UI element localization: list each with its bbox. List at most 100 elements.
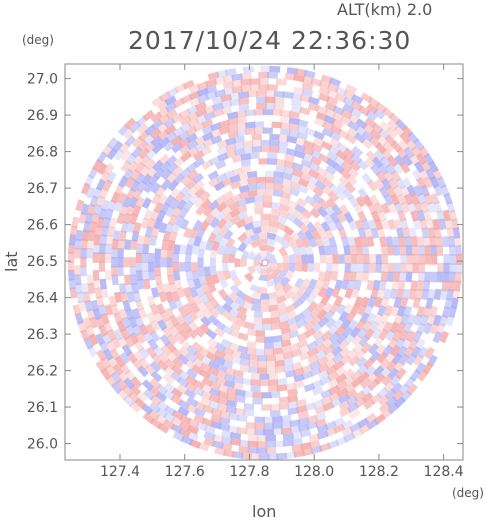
negative-cell bbox=[230, 356, 242, 365]
positive-cell bbox=[229, 180, 241, 190]
positive-cell bbox=[283, 160, 295, 169]
negative-cell bbox=[292, 162, 304, 172]
positive-cell bbox=[265, 90, 276, 97]
positive-cell bbox=[138, 357, 151, 370]
positive-cell bbox=[312, 186, 325, 197]
negative-cell bbox=[448, 271, 456, 283]
positive-cell bbox=[99, 170, 111, 184]
positive-cell bbox=[123, 257, 130, 268]
positive-cell bbox=[146, 311, 157, 324]
positive-cell bbox=[110, 304, 120, 316]
negative-cell bbox=[242, 66, 254, 74]
negative-cell bbox=[314, 411, 327, 421]
negative-cell bbox=[350, 262, 358, 273]
positive-cell bbox=[419, 218, 428, 231]
positive-cell bbox=[258, 84, 269, 91]
positive-cell bbox=[100, 312, 110, 325]
positive-cell bbox=[218, 126, 231, 135]
positive-cell bbox=[376, 320, 387, 333]
positive-cell bbox=[424, 253, 432, 265]
y-tick-label: 26.0 bbox=[27, 437, 58, 453]
positive-cell bbox=[144, 364, 157, 377]
positive-cell bbox=[398, 236, 406, 248]
positive-cell bbox=[162, 283, 171, 294]
positive-cell bbox=[380, 245, 388, 256]
positive-cell bbox=[171, 206, 182, 218]
positive-cell bbox=[380, 202, 391, 215]
positive-cell bbox=[378, 328, 389, 341]
negative-cell bbox=[250, 385, 261, 393]
negative-cell bbox=[286, 316, 298, 327]
negative-cell bbox=[273, 177, 284, 185]
negative-cell bbox=[429, 176, 440, 189]
positive-cell bbox=[255, 330, 265, 337]
negative-cell bbox=[378, 280, 387, 291]
positive-cell bbox=[293, 449, 306, 458]
positive-cell bbox=[431, 253, 438, 265]
positive-cell bbox=[94, 225, 103, 237]
positive-cell bbox=[103, 321, 114, 334]
negative-cell bbox=[430, 244, 438, 256]
negative-cell bbox=[234, 395, 246, 404]
negative-cell bbox=[356, 158, 369, 171]
negative-cell bbox=[296, 125, 309, 134]
negative-cell bbox=[221, 302, 233, 313]
positive-cell bbox=[69, 287, 78, 299]
negative-cell bbox=[237, 345, 249, 354]
negative-cell bbox=[167, 299, 178, 311]
positive-cell bbox=[201, 377, 213, 387]
positive-cell bbox=[253, 317, 263, 325]
negative-cell bbox=[301, 307, 313, 318]
negative-cell bbox=[277, 140, 289, 149]
positive-cell bbox=[165, 351, 178, 363]
negative-cell bbox=[197, 257, 204, 268]
positive-cell bbox=[282, 351, 294, 360]
positive-cell bbox=[253, 258, 260, 268]
x-tick-label: 127.4 bbox=[100, 464, 140, 480]
positive-cell bbox=[252, 391, 263, 399]
positive-cell bbox=[276, 221, 287, 232]
positive-cell bbox=[376, 134, 389, 147]
y-tick-label: 26.5 bbox=[27, 254, 58, 270]
negative-cell bbox=[163, 389, 176, 401]
positive-cell bbox=[319, 253, 327, 264]
positive-cell bbox=[312, 329, 324, 341]
positive-cell bbox=[116, 212, 126, 225]
positive-cell bbox=[164, 124, 177, 136]
positive-cell bbox=[225, 149, 237, 159]
negative-cell bbox=[343, 432, 356, 443]
positive-cell bbox=[178, 420, 192, 432]
negative-cell bbox=[234, 389, 246, 397]
positive-cell bbox=[235, 110, 247, 118]
negative-cell bbox=[417, 346, 429, 359]
negative-cell bbox=[283, 364, 294, 373]
negative-cell bbox=[253, 121, 265, 128]
negative-cell bbox=[416, 192, 427, 205]
negative-cell bbox=[179, 218, 190, 230]
positive-cell bbox=[310, 315, 322, 326]
positive-cell bbox=[256, 435, 268, 442]
negative-cell bbox=[92, 308, 102, 321]
negative-cell bbox=[304, 229, 315, 241]
positive-cell bbox=[203, 104, 216, 115]
negative-cell bbox=[243, 221, 254, 231]
positive-cell bbox=[297, 410, 310, 420]
positive-cell bbox=[258, 268, 268, 275]
positive-cell bbox=[170, 394, 183, 406]
negative-cell bbox=[223, 229, 234, 241]
positive-cell bbox=[120, 291, 129, 303]
negative-cell bbox=[208, 359, 220, 370]
positive-cell bbox=[268, 291, 279, 300]
negative-cell bbox=[294, 312, 306, 323]
positive-cell bbox=[192, 294, 203, 306]
negative-cell bbox=[141, 261, 149, 272]
negative-cell bbox=[253, 265, 262, 274]
positive-cell bbox=[136, 139, 149, 152]
negative-cell bbox=[286, 135, 298, 144]
positive-cell bbox=[183, 302, 194, 315]
negative-cell bbox=[301, 88, 314, 97]
positive-cell bbox=[238, 445, 250, 454]
negative-cell bbox=[395, 177, 406, 190]
positive-cell bbox=[249, 78, 261, 85]
negative-cell bbox=[233, 141, 245, 150]
